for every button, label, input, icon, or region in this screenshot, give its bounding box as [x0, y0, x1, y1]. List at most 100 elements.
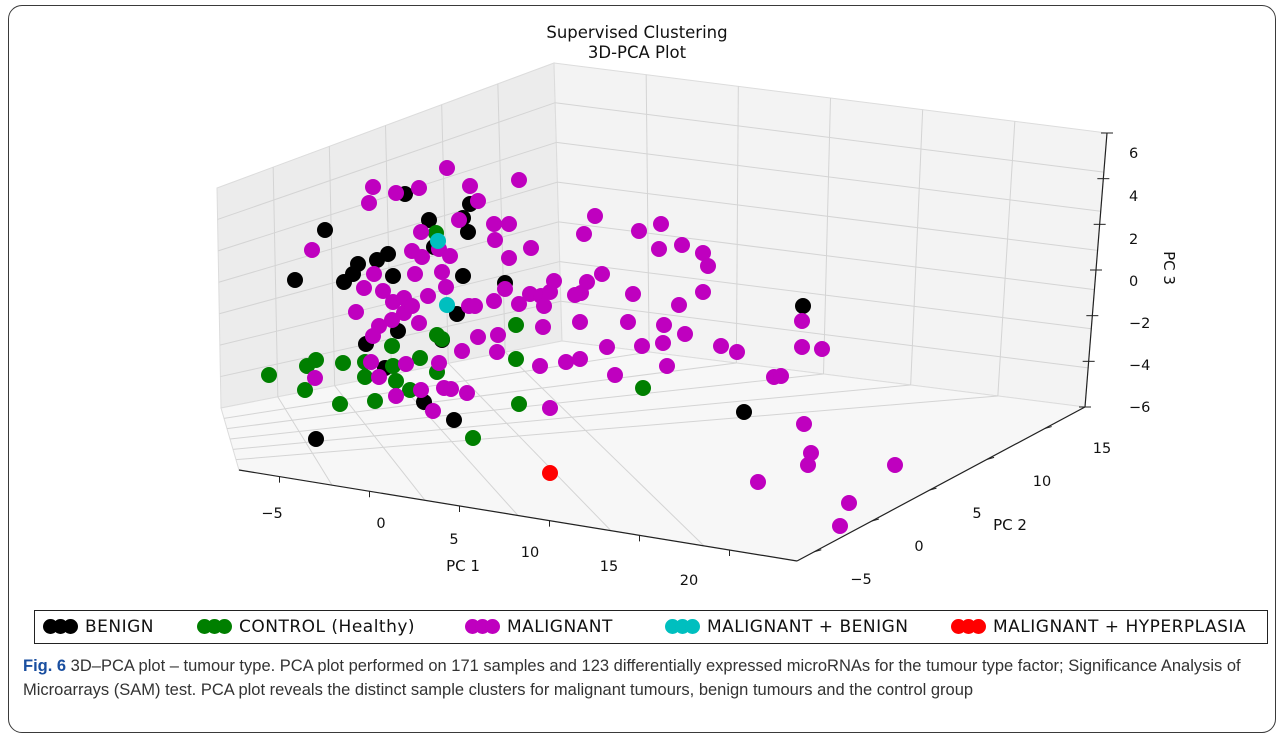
point-malignant: [511, 172, 527, 188]
grid-line: [823, 97, 831, 375]
x-axis-label: PC 1: [446, 557, 480, 575]
point-malignant: [365, 179, 381, 195]
point-malignant: [794, 313, 810, 329]
point-malignant: [511, 296, 527, 312]
grid-line: [447, 362, 612, 532]
x-tick-label: −5: [261, 506, 282, 522]
point-malignant: [567, 287, 583, 303]
point-malignant: [523, 240, 539, 256]
grid-line: [504, 351, 705, 547]
point-control: [367, 393, 383, 409]
point-malignant: [558, 354, 574, 370]
point-benign: [380, 246, 396, 262]
y-tick-mark: [986, 456, 995, 460]
point-malignant: [651, 241, 667, 257]
point-control: [508, 317, 524, 333]
point-malignant: [486, 216, 502, 232]
chart-subtitle: 3D-PCA Plot: [588, 43, 687, 62]
grid-line: [735, 86, 739, 364]
point-malignant: [695, 284, 711, 300]
point-malignant: [572, 314, 588, 330]
point-malignant: [467, 298, 483, 314]
point-benign: [308, 431, 324, 447]
legend-label: MALIGNANT + HYPERPLASIA: [993, 616, 1247, 637]
grid-line: [910, 109, 924, 386]
y-tick-mark: [1044, 426, 1052, 430]
point-malignant: [414, 249, 430, 265]
point-malignant: [413, 224, 429, 240]
y-tick-mark: [814, 549, 822, 553]
point-malignant: [576, 226, 592, 242]
point-malignant: [620, 314, 636, 330]
point-malignant: [587, 208, 603, 224]
z-tick-label: 0: [1129, 274, 1138, 290]
x-tick-label: 20: [680, 573, 698, 589]
grid-line: [334, 385, 426, 501]
y-tick-label: −5: [850, 572, 871, 588]
legend-marker: [43, 619, 78, 634]
point-malignant: [434, 264, 450, 280]
point-malignant: [659, 358, 675, 374]
point-malignant-benign: [439, 297, 455, 313]
point-control: [297, 382, 313, 398]
point-malignant: [546, 273, 562, 289]
point-malignant: [462, 178, 478, 194]
point-malignant: [532, 358, 548, 374]
x-axis-line: [238, 469, 798, 562]
legend-item-malignant: MALIGNANT: [465, 611, 613, 642]
point-malignant: [713, 338, 729, 354]
point-malignant-hyperplasia: [542, 465, 558, 481]
data-points: [261, 160, 903, 534]
point-malignant: [443, 381, 459, 397]
point-malignant: [375, 283, 391, 299]
point-malignant: [625, 286, 641, 302]
point-malignant: [384, 312, 400, 328]
point-malignant: [356, 280, 372, 296]
axes-panes: [216, 62, 1108, 562]
point-malignant: [411, 315, 427, 331]
point-benign: [287, 272, 303, 288]
grid-line: [277, 396, 333, 486]
x-tick-label: 10: [521, 545, 539, 561]
point-malignant: [442, 248, 458, 264]
point-malignant: [307, 370, 323, 386]
point-malignant: [486, 293, 502, 309]
point-malignant: [361, 195, 377, 211]
x-tick-label: 5: [449, 532, 458, 548]
point-malignant: [800, 457, 816, 473]
point-malignant: [729, 344, 745, 360]
y-tick-label: 0: [914, 539, 923, 555]
z-tick-label: −6: [1129, 400, 1150, 416]
point-malignant: [535, 319, 551, 335]
grid-line: [229, 373, 824, 440]
chart-legend: BENIGN CONTROL (Healthy) MALIGNANT MALIG…: [34, 610, 1268, 644]
point-benign: [795, 298, 811, 314]
point-malignant: [431, 355, 447, 371]
legend-marker: [951, 619, 986, 634]
point-benign: [736, 404, 752, 420]
point-benign: [350, 256, 366, 272]
point-malignant: [470, 193, 486, 209]
caption-text: 3D–PCA plot – tumour type. PCA plot perf…: [23, 657, 1241, 699]
y-axis-label: PC 2: [993, 516, 1027, 534]
point-malignant: [348, 304, 364, 320]
chart-title: Supervised Clustering: [546, 23, 727, 42]
point-malignant: [470, 329, 486, 345]
point-malignant: [365, 328, 381, 344]
point-benign: [455, 268, 471, 284]
point-malignant: [420, 288, 436, 304]
point-benign: [460, 224, 476, 240]
point-malignant: [398, 356, 414, 372]
point-malignant: [674, 237, 690, 253]
point-malignant: [425, 403, 441, 419]
grid-line: [391, 374, 519, 516]
point-benign: [421, 212, 437, 228]
point-malignant: [413, 382, 429, 398]
point-malignant: [490, 327, 506, 343]
point-malignant: [501, 216, 517, 232]
legend-marker: [197, 619, 232, 634]
z-tick-label: 6: [1129, 146, 1138, 162]
z-tick-label: −2: [1129, 316, 1150, 332]
point-malignant: [677, 326, 693, 342]
legend-marker: [665, 619, 700, 634]
